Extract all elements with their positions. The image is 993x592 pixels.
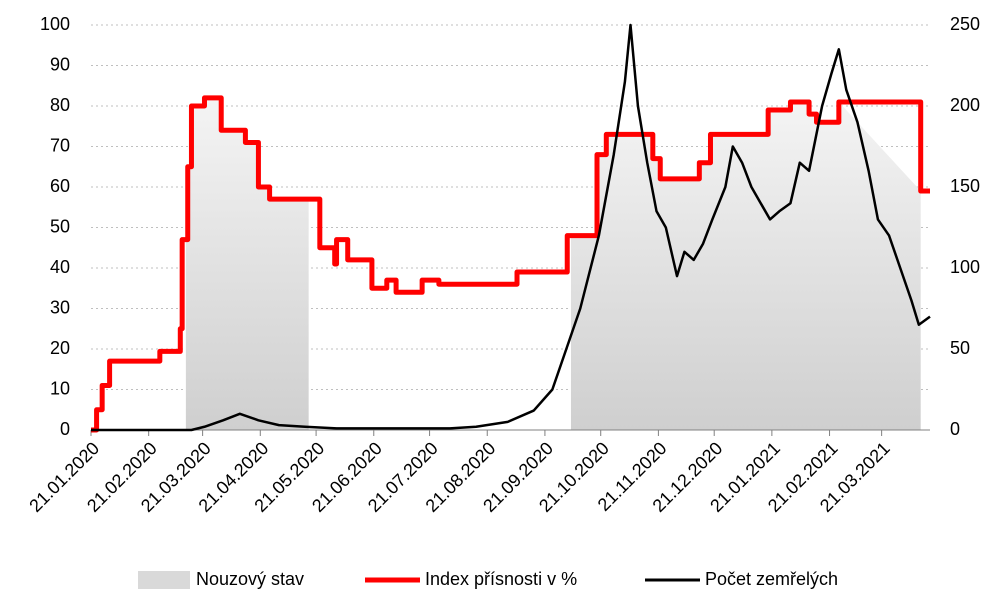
y2-tick-label: 150 [950, 176, 980, 196]
legend-label: Nouzový stav [196, 569, 304, 589]
y-tick-label: 80 [50, 95, 70, 115]
emergency-area [570, 101, 921, 430]
y-tick-label: 70 [50, 135, 70, 155]
y-tick-label: 60 [50, 176, 70, 196]
legend-swatch [138, 571, 190, 589]
y-tick-label: 20 [50, 338, 70, 358]
y2-tick-label: 100 [950, 257, 980, 277]
y-tick-label: 30 [50, 297, 70, 317]
legend-label: Počet zemřelých [705, 569, 838, 589]
y-tick-label: 50 [50, 216, 70, 236]
y2-tick-label: 200 [950, 95, 980, 115]
y-tick-label: 90 [50, 54, 70, 74]
legend-label: Index přísnosti v % [425, 569, 577, 589]
y-tick-label: 10 [50, 378, 70, 398]
emergency-area [185, 97, 309, 431]
y-tick-label: 100 [40, 14, 70, 34]
y2-tick-label: 50 [950, 338, 970, 358]
y2-tick-label: 250 [950, 14, 980, 34]
y-tick-label: 0 [60, 419, 70, 439]
y2-tick-label: 0 [950, 419, 960, 439]
series-line [91, 95, 930, 433]
series-line [91, 23, 931, 432]
y-tick-label: 40 [50, 257, 70, 277]
